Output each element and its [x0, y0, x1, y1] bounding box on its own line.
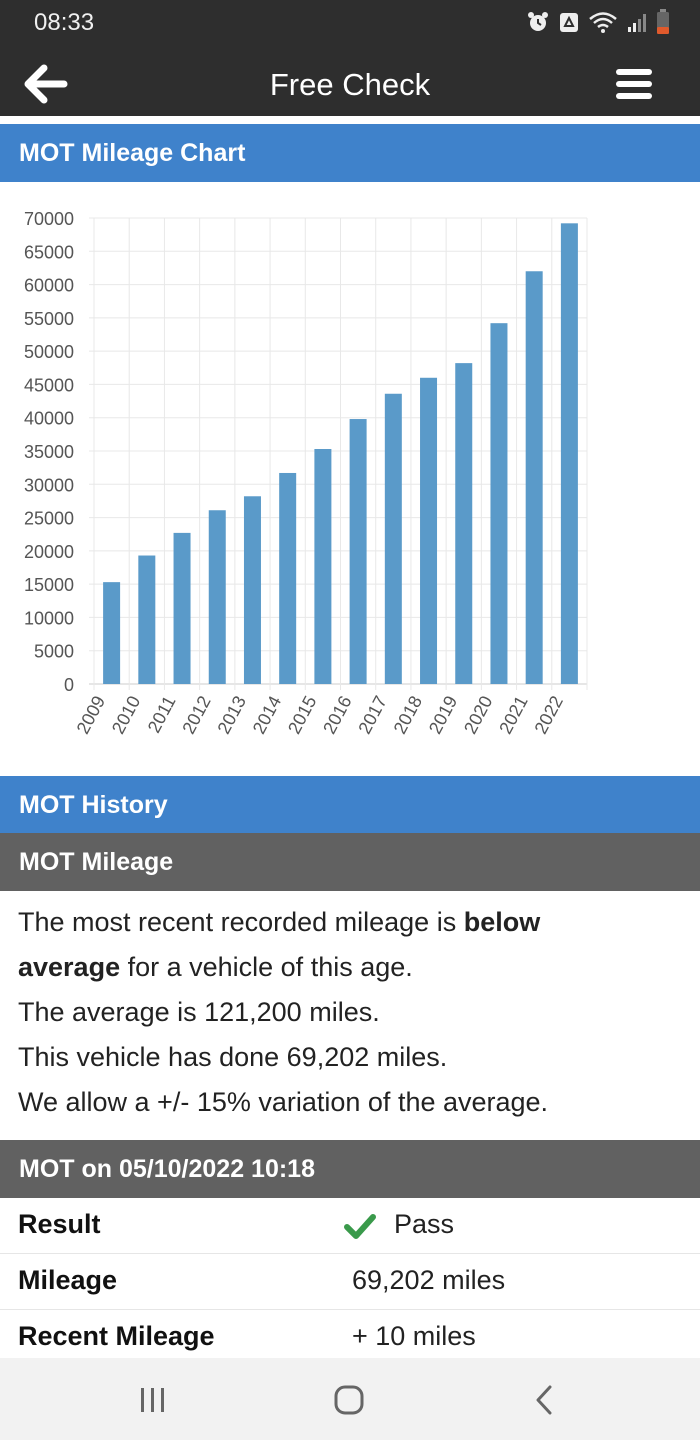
bar-2022: [560, 223, 578, 684]
recent-mileage-row: Recent Mileage + 10 miles: [0, 1310, 700, 1366]
app-bar: Free Check: [0, 50, 700, 116]
y-tick-label: 5000: [34, 642, 74, 662]
mileage-chart: 0 5000 10000 15000 20000 25000 30000 35000 40000…: [0, 182, 700, 776]
status-bar: 08:33: [0, 0, 700, 50]
average-mileage-text: The average is 121,200 miles.: [18, 997, 380, 1027]
recent-mileage-value: + 10 miles: [352, 1321, 476, 1351]
x-tick-label: 2020: [460, 692, 496, 737]
y-tick-label: 55000: [24, 309, 74, 329]
back-arrow-icon[interactable]: [22, 62, 70, 106]
y-tick-label: 60000: [24, 276, 74, 296]
battery-icon: [657, 9, 669, 34]
mot-record-header: MOT on 05/10/2022 10:18: [0, 1140, 700, 1198]
mileage-line-1: The most recent recorded mileage is belo…: [18, 900, 682, 945]
y-tick-label: 20000: [24, 542, 74, 562]
x-tick-label: 2019: [425, 692, 461, 737]
bar-2016: [349, 419, 367, 684]
recent-mileage-label: Recent Mileage: [18, 1321, 215, 1351]
header-divider: [0, 116, 700, 122]
system-nav-bar: [0, 1358, 700, 1440]
x-tick-label: 2014: [249, 692, 285, 737]
bar-2019: [455, 363, 473, 684]
bar-2021: [525, 271, 543, 684]
mileage-line-1-text: The most recent recorded mileage is: [18, 907, 464, 937]
recent-apps-icon[interactable]: [131, 1378, 175, 1422]
y-tick-label: 40000: [24, 409, 74, 429]
x-tick-label: 2017: [354, 692, 390, 737]
home-icon[interactable]: [327, 1378, 371, 1422]
x-tick-label: 2016: [319, 692, 355, 737]
x-tick-label: 2015: [284, 692, 320, 737]
y-tick-label: 65000: [24, 242, 74, 262]
wifi-icon: [589, 12, 617, 33]
mileage-row: Mileage 69,202 miles: [0, 1254, 700, 1310]
bar-2013: [243, 496, 261, 684]
app-title: Free Check: [269, 67, 431, 102]
mileage-line-2: average for a vehicle of this age.: [18, 945, 682, 990]
y-tick-label: 30000: [24, 475, 74, 495]
bar-2018: [420, 377, 438, 684]
result-row: Result Pass: [0, 1198, 700, 1254]
signal-icon: [628, 14, 646, 32]
bar-2014: [279, 472, 297, 684]
below-label: below: [463, 907, 541, 937]
x-tick-label: 2010: [108, 692, 144, 737]
average-label: average: [18, 952, 121, 982]
status-icons: [526, 8, 670, 36]
mileage-line-2-text: for a vehicle of this age.: [120, 952, 413, 982]
back-nav-icon[interactable]: [522, 1378, 566, 1422]
check-icon: [344, 1214, 376, 1239]
bar-2009: [103, 582, 121, 684]
mileage-value: 69,202 miles: [352, 1265, 506, 1295]
result-label: Result: [18, 1209, 101, 1239]
recycle-notification-icon: [560, 13, 578, 32]
y-tick-label: 25000: [24, 509, 74, 529]
vehicle-mileage-text: This vehicle has done 69,202 miles.: [18, 1042, 448, 1072]
bar-2010: [138, 555, 156, 684]
y-tick-label: 0: [64, 675, 74, 695]
variation-text: We allow a +/- 15% variation of the aver…: [18, 1087, 549, 1117]
x-tick-label: 2013: [214, 692, 250, 737]
x-tick-label: 2009: [73, 692, 109, 737]
y-tick-label: 10000: [24, 608, 74, 628]
bar-2015: [314, 449, 332, 684]
mileage-label: Mileage: [18, 1265, 118, 1295]
bar-2011: [173, 532, 191, 684]
chart-section-header: MOT Mileage Chart: [0, 124, 700, 182]
x-tick-label: 2012: [178, 692, 214, 737]
bar-2020: [490, 323, 508, 684]
bar-2012: [208, 510, 226, 684]
y-tick-label: 70000: [24, 209, 74, 229]
alarm-icon: [528, 12, 548, 31]
bar-2017: [384, 393, 402, 684]
x-tick-label: 2018: [390, 692, 426, 737]
hamburger-menu-icon[interactable]: [614, 67, 654, 101]
x-tick-label: 2011: [144, 692, 180, 736]
x-tick-label: 2021: [495, 692, 531, 737]
result-value: Pass: [394, 1209, 455, 1239]
y-tick-label: 35000: [24, 442, 74, 462]
mileage-section-header: MOT Mileage: [0, 833, 700, 891]
y-tick-label: 45000: [24, 375, 74, 395]
status-time: 08:33: [34, 9, 95, 36]
mileage-summary: The most recent recorded mileage is belo…: [18, 900, 682, 1125]
mileage-bar-chart: 0 5000 10000 15000 20000 25000 30000 35000 40000…: [24, 209, 588, 737]
y-tick-label: 15000: [24, 575, 74, 595]
history-section-header: MOT History: [0, 776, 700, 834]
x-tick-label: 2022: [530, 692, 566, 737]
y-tick-label: 50000: [24, 342, 74, 362]
